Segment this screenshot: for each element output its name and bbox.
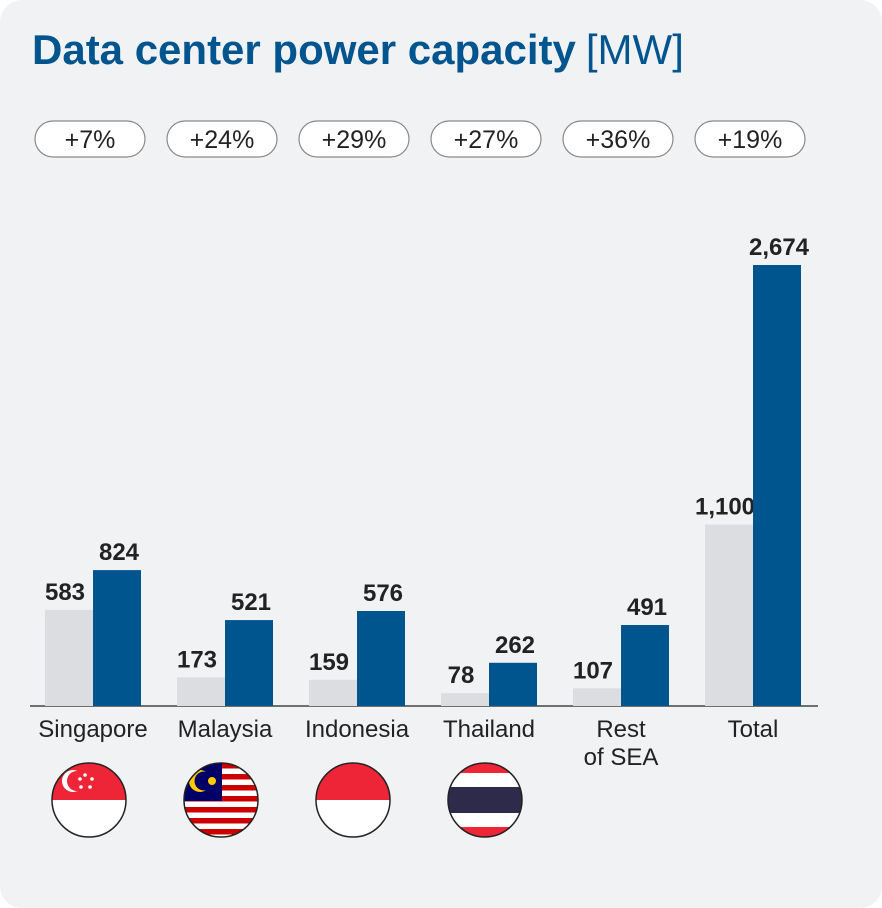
bar [93,570,141,706]
bar [489,662,537,706]
bar [441,693,489,706]
value-label: 159 [309,649,349,676]
category-label: Indonesia [304,716,410,743]
flag-malaysia [184,763,258,837]
growth-pill [562,120,674,158]
title-unit: [MW] [586,26,684,73]
growth-pill [34,120,146,158]
value-label: 107 [573,657,613,684]
growth-label: +24% [190,126,255,154]
growth-label: +36% [586,126,651,154]
title-main: Data center power capacity [32,26,577,73]
value-label: 576 [363,580,403,607]
growth-pill [694,120,806,158]
bar [357,611,405,706]
value-label: 2,674 [749,234,810,261]
value-label: 521 [231,589,271,616]
bar [225,620,273,706]
bar [573,688,621,706]
growth-label: +29% [322,126,387,154]
chart-title: Data center power capacity [MW] [32,26,684,73]
category-label: Malaysia [177,716,273,743]
flag-thailand [448,763,522,837]
bar [45,609,93,706]
value-label: 78 [448,662,475,689]
value-label: 262 [495,632,535,659]
bar [177,677,225,706]
value-label: 173 [177,646,217,673]
bar [621,625,669,706]
value-label: 583 [45,579,85,606]
bar [753,265,801,706]
growth-label: +7% [65,126,116,154]
growth-pill [430,120,542,158]
value-label: 491 [627,594,667,621]
category-label: Rest of SEA [583,716,659,771]
category-label: Thailand [442,716,536,743]
value-label: 1,100 [695,494,755,521]
value-label: 824 [99,539,140,566]
growth-label: +27% [454,126,519,154]
category-label: Singapore [38,716,148,743]
bar [309,679,357,706]
bar [705,524,753,706]
growth-pill [166,120,278,158]
growth-label: +19% [718,126,783,154]
growth-pill [298,120,410,158]
category-label: Total [727,716,779,743]
